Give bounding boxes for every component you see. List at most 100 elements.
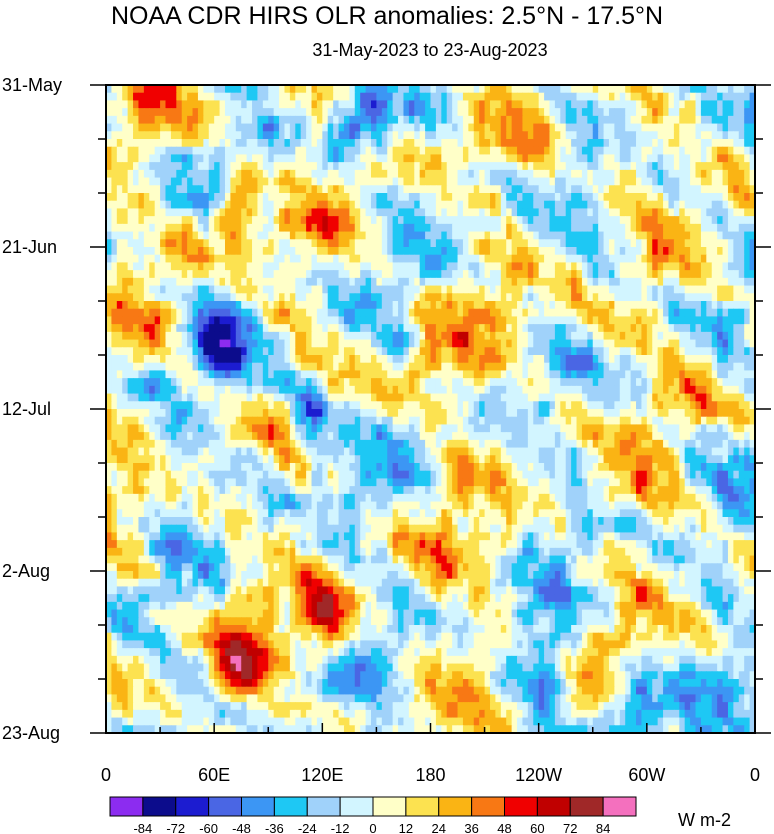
heatmap-cell (398, 131, 405, 140)
heatmap-cell (500, 385, 507, 395)
heatmap-cell (111, 385, 118, 395)
heatmap-cell (457, 285, 464, 294)
heatmap-cell (630, 177, 637, 186)
heatmap-cell (197, 385, 204, 395)
heatmap-cell (273, 370, 280, 379)
heatmap-cell (154, 378, 161, 387)
heatmap-cell (565, 339, 572, 348)
heatmap-cell (565, 193, 572, 202)
heatmap-cell (663, 301, 670, 310)
heatmap-cell (679, 208, 686, 217)
heatmap-cell (376, 285, 383, 294)
heatmap-cell (398, 316, 405, 325)
heatmap-cell (430, 177, 437, 186)
heatmap-cell (598, 154, 605, 163)
heatmap-cell (230, 131, 237, 140)
heatmap-cell (306, 293, 313, 302)
heatmap-cell (462, 254, 469, 264)
heatmap-cell (614, 216, 621, 225)
heatmap-cell (571, 308, 578, 318)
heatmap-cell (197, 316, 204, 325)
heatmap-cell (717, 85, 724, 94)
heatmap-cell (252, 139, 259, 148)
heatmap-cell (376, 301, 383, 310)
heatmap-cell (138, 339, 145, 348)
heatmap-cell (636, 108, 643, 117)
heatmap-cell (230, 231, 237, 240)
heatmap-cell (646, 378, 653, 387)
heatmap-cell (106, 139, 113, 148)
heatmap-cell (489, 277, 496, 287)
heatmap-cell (116, 301, 123, 310)
heatmap-cell (414, 370, 421, 379)
heatmap-cell (224, 208, 231, 217)
heatmap-cell (587, 347, 594, 356)
heatmap-cell (560, 108, 567, 117)
heatmap-cell (116, 401, 123, 410)
heatmap-cell (316, 347, 323, 356)
heatmap-cell (387, 185, 394, 194)
heatmap-cell (392, 347, 399, 356)
heatmap-cell (138, 355, 145, 364)
heatmap-cell (133, 339, 140, 348)
heatmap-cell (127, 262, 134, 271)
heatmap-cell (230, 270, 237, 279)
heatmap-cell (668, 308, 675, 318)
heatmap-cell (192, 223, 199, 233)
heatmap-cell (657, 177, 664, 186)
heatmap-cell (138, 262, 145, 271)
heatmap-cell (625, 185, 632, 194)
heatmap-cell (343, 362, 350, 372)
heatmap-cell (717, 285, 724, 294)
heatmap-cell (343, 331, 350, 341)
heatmap-cell (744, 185, 751, 194)
heatmap-cell (473, 115, 480, 125)
heatmap-cell (381, 162, 388, 171)
heatmap-cell (165, 177, 172, 186)
heatmap-cell (571, 247, 578, 256)
heatmap-cell (625, 208, 632, 217)
heatmap-cell (441, 393, 448, 402)
heatmap-cell (663, 123, 670, 132)
heatmap-cell (560, 200, 567, 210)
heatmap-cell (414, 262, 421, 271)
heatmap-cell (127, 331, 134, 341)
heatmap-cell (111, 277, 118, 287)
heatmap-cell (479, 154, 486, 163)
heatmap-cell (722, 378, 729, 387)
heatmap-cell (695, 316, 702, 325)
heatmap-cell (241, 347, 248, 356)
heatmap-cell (403, 185, 410, 194)
heatmap-cell (646, 247, 653, 256)
heatmap-cell (652, 200, 659, 210)
heatmap-cell (727, 385, 734, 395)
heatmap-cell (170, 200, 177, 210)
heatmap-cell (262, 231, 269, 240)
heatmap-cell (630, 378, 637, 387)
heatmap-cell (371, 185, 378, 194)
heatmap-cell (684, 216, 691, 225)
heatmap-cell (284, 177, 291, 186)
heatmap-cell (170, 92, 177, 102)
heatmap-cell (333, 92, 340, 102)
heatmap-cell (430, 277, 437, 287)
heatmap-cell (365, 308, 372, 318)
heatmap-cell (306, 108, 313, 117)
heatmap-cell (663, 131, 670, 140)
heatmap-cell (457, 100, 464, 109)
heatmap-cell (711, 254, 718, 264)
heatmap-cell (398, 370, 405, 379)
heatmap-cell (311, 92, 318, 102)
heatmap-cell (744, 301, 751, 310)
heatmap-cell (333, 231, 340, 240)
heatmap-cell (392, 154, 399, 163)
heatmap-cell (224, 123, 231, 132)
heatmap-cell (235, 208, 242, 217)
heatmap-cell (316, 177, 323, 186)
heatmap-cell (663, 139, 670, 148)
heatmap-cell (408, 185, 415, 194)
heatmap-cell (138, 316, 145, 325)
heatmap-cell (349, 185, 356, 194)
heatmap-cell (295, 270, 302, 279)
heatmap-cell (235, 154, 242, 163)
